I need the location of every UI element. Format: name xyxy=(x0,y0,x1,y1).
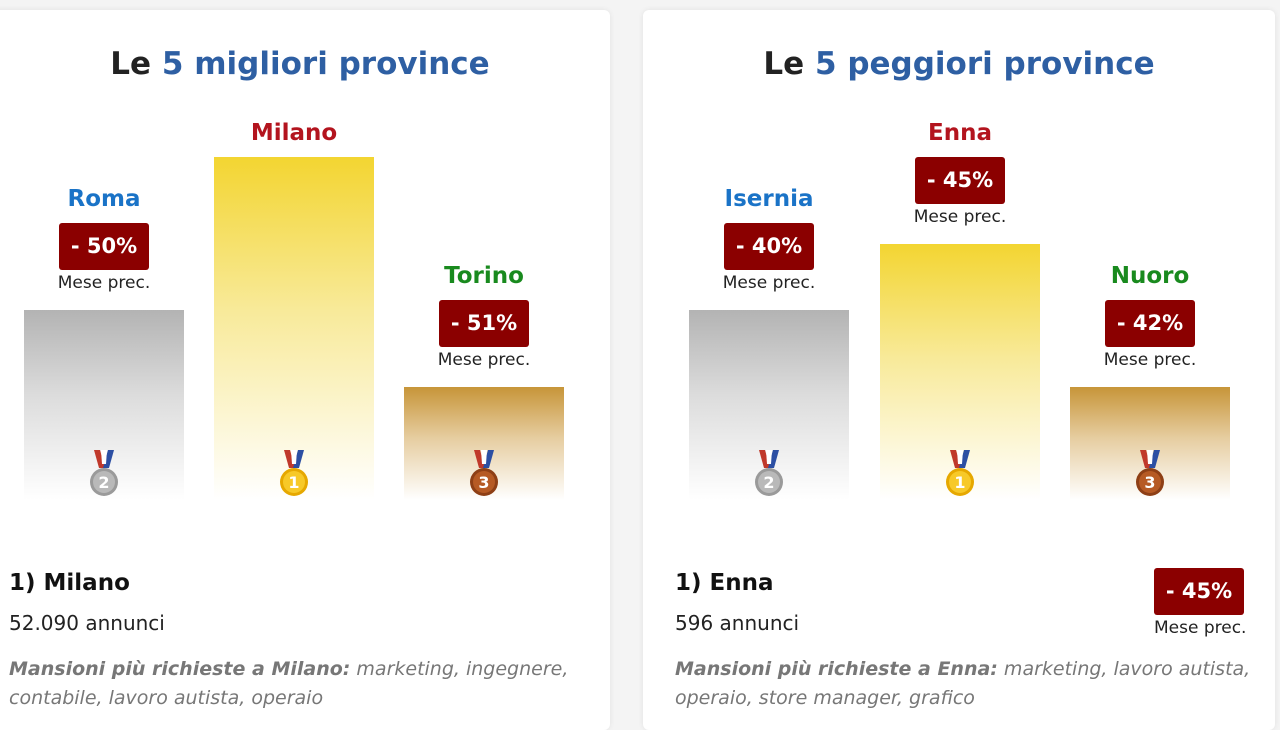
rank-prev-month-label: Mese prec. xyxy=(1154,618,1247,638)
silver-medal-icon: 2 xyxy=(90,450,118,496)
top-rank-title: 1) Milano xyxy=(9,570,130,596)
podium-second: Roma - 50% Mese prec. 2 xyxy=(24,10,184,530)
top-jobs-text: Mansioni più richieste a Milano: marketi… xyxy=(9,658,569,709)
change-badge: - 50% xyxy=(59,223,149,270)
change-badge: - 40% xyxy=(724,223,814,270)
podium-second: Isernia - 40% Mese prec. 2 xyxy=(689,10,849,530)
svg-text:2: 2 xyxy=(98,473,109,492)
silver-medal-icon: 2 xyxy=(755,450,783,496)
province-name: Nuoro xyxy=(1110,263,1190,289)
change-badge: - 51% xyxy=(439,300,529,347)
svg-text:1: 1 xyxy=(954,473,965,492)
worst-title: Le 5 peggiori province xyxy=(763,46,1155,82)
svg-text:3: 3 xyxy=(1144,473,1155,492)
change-badge: - 42% xyxy=(1105,300,1195,347)
gold-medal-icon: 1 xyxy=(946,450,974,496)
listings-count: 52.090 annunci xyxy=(9,611,165,635)
province-name: Roma xyxy=(67,186,141,212)
province-name: Isernia xyxy=(724,186,814,212)
prev-month-label: Mese prec. xyxy=(913,207,1007,227)
prev-month-label: Mese prec. xyxy=(722,273,816,293)
gold-medal-icon: 1 xyxy=(280,450,308,496)
svg-text:2: 2 xyxy=(763,473,774,492)
prev-month-label: Mese prec. xyxy=(57,273,151,293)
bronze-medal-icon: 3 xyxy=(1136,450,1164,496)
podium-bar xyxy=(214,157,374,500)
rank-change-badge: - 45% xyxy=(1154,568,1244,615)
podium-third: Torino - 51% Mese prec. 3 xyxy=(404,10,564,530)
top-rank-title: 1) Enna xyxy=(675,570,774,596)
podium-first: Enna - 45% Mese prec. 1 xyxy=(880,10,1040,530)
change-badge: - 45% xyxy=(915,157,1005,204)
listings-count: 596 annunci xyxy=(675,611,800,635)
top-jobs-text: Mansioni più richieste a Enna: marketing… xyxy=(675,658,1251,709)
prev-month-label: Mese prec. xyxy=(437,350,531,370)
province-name: Milano xyxy=(250,120,338,146)
province-name: Enna xyxy=(928,120,992,146)
podium-third: Nuoro - 42% Mese prec. 3 xyxy=(1070,10,1230,530)
podium-first: Milano 1 xyxy=(214,10,374,530)
svg-text:1: 1 xyxy=(288,473,299,492)
prev-month-label: Mese prec. xyxy=(1103,350,1197,370)
worst-provinces-card: Le 5 peggiori province Isernia - 40% Mes… xyxy=(643,10,1275,730)
bronze-medal-icon: 3 xyxy=(470,450,498,496)
best-provinces-card: Le 5 migliori province Roma - 50% Mese p… xyxy=(0,10,610,730)
best-title: Le 5 migliori province xyxy=(110,46,490,82)
province-name: Torino xyxy=(444,263,524,289)
svg-text:3: 3 xyxy=(478,473,489,492)
